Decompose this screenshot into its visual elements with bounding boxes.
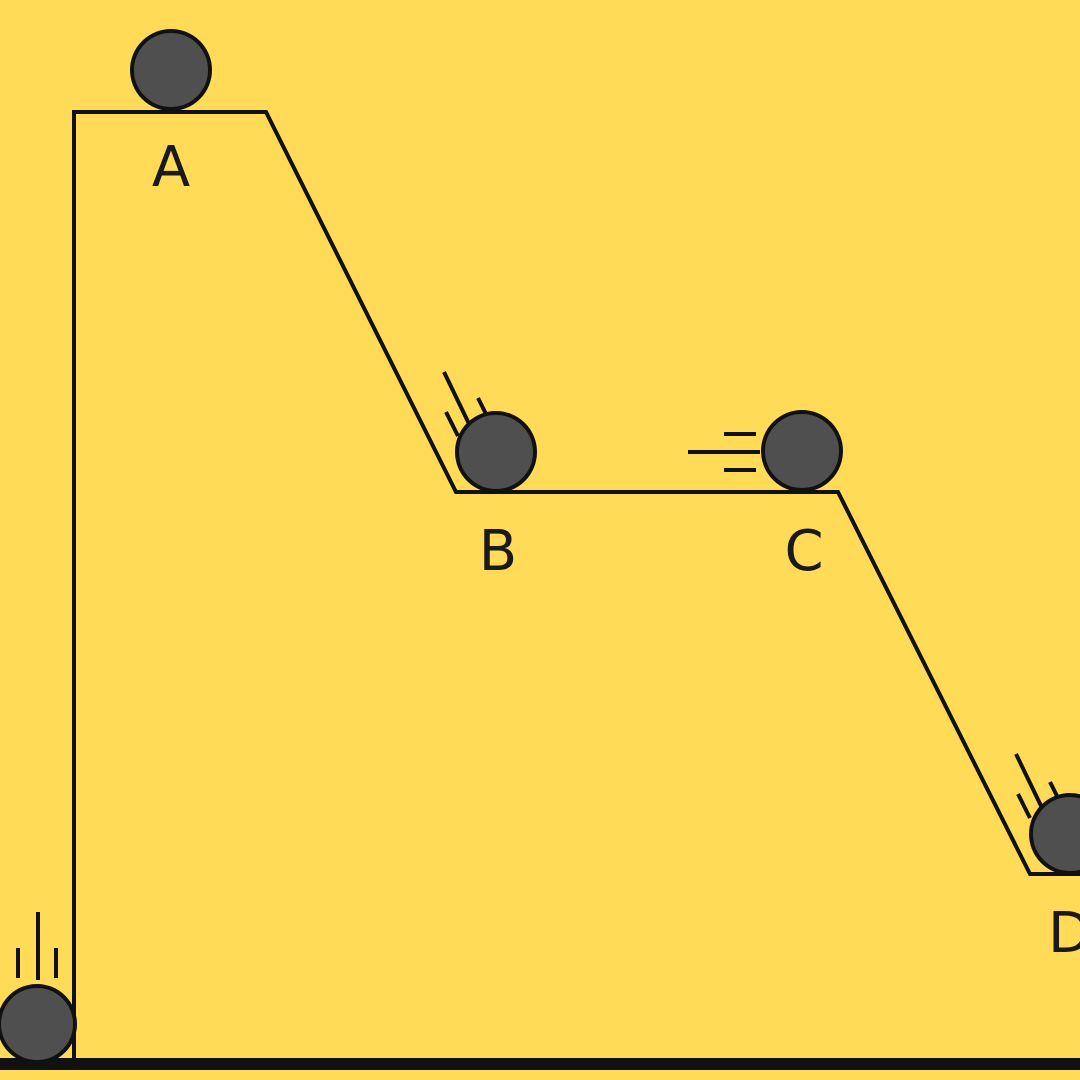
ball-d xyxy=(1014,753,1080,875)
ball-icon xyxy=(0,984,77,1064)
point-label-d: D xyxy=(1048,901,1080,966)
ball-icon xyxy=(761,410,843,492)
point-label-b: B xyxy=(479,519,517,584)
motion-lines-icon xyxy=(688,432,760,472)
ball-falling xyxy=(0,912,77,1064)
ball-b xyxy=(442,371,537,493)
ball-icon xyxy=(130,29,212,111)
track-profile xyxy=(72,110,1080,1058)
point-label-a: A xyxy=(152,135,190,200)
ball-icon xyxy=(455,411,537,493)
motion-lines-icon xyxy=(16,912,58,980)
ball-icon xyxy=(1029,793,1080,875)
ground-line xyxy=(0,1058,1080,1070)
ball-a xyxy=(130,29,212,111)
point-label-c: C xyxy=(784,519,823,584)
ball-c xyxy=(688,410,843,492)
